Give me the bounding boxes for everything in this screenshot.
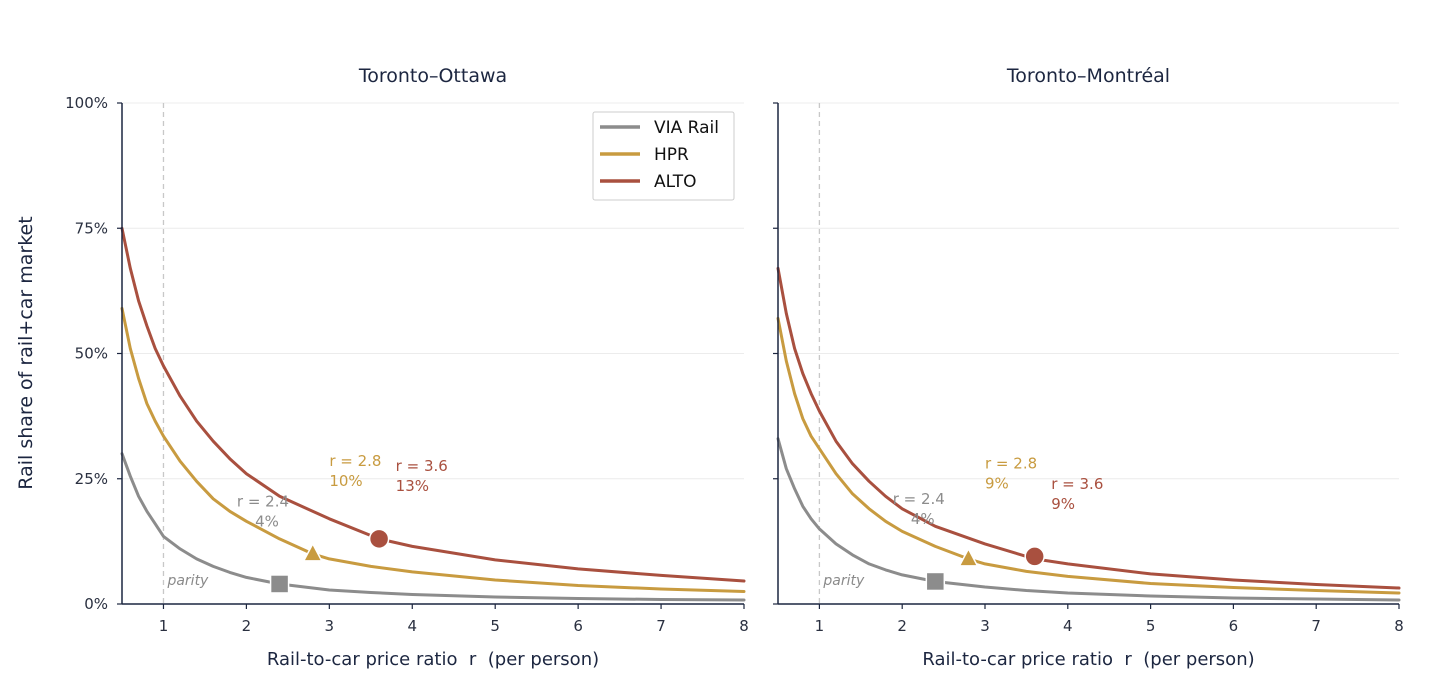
parity-label: parity: [822, 573, 865, 589]
x-axis-label: Rail-to-car price ratio r (per person): [922, 649, 1254, 670]
series-line-alto: [120, 226, 746, 583]
annotation-share-alto: 9%: [1051, 495, 1075, 513]
x-tick-label: 6: [1229, 617, 1239, 635]
marker-via: [925, 571, 946, 592]
x-tick-label: 1: [159, 617, 169, 635]
x-tick-label: 3: [980, 617, 990, 635]
x-axis-label: Rail-to-car price ratio r (per person): [267, 649, 599, 670]
series-line-hpr: [120, 306, 746, 593]
annotation-share-alto: 13%: [396, 477, 429, 495]
x-tick-label: 8: [1394, 617, 1404, 635]
legend: VIA Rail HPR ALTO: [592, 111, 735, 201]
annotation-r-alto: r = 3.6: [396, 457, 448, 475]
marker-via: [269, 574, 290, 594]
x-tick-label: 6: [573, 617, 583, 635]
y-tick-label: 50%: [75, 345, 108, 363]
y-tick-label: 100%: [65, 94, 108, 112]
annotation-share-via: 4%: [911, 510, 935, 528]
annotation-r-alto: r = 3.6: [1051, 475, 1103, 493]
legend-box: [592, 111, 735, 201]
x-tick-label: 2: [242, 617, 252, 635]
x-tick-label: 2: [897, 617, 907, 635]
series-line-alto: [776, 266, 1401, 590]
panel-title: Toronto–Ottawa: [358, 65, 507, 87]
x-tick-label: 1: [815, 617, 825, 635]
x-tick-label: 8: [739, 617, 749, 635]
legend-label-via: VIA Rail: [654, 118, 719, 138]
legend-label-hpr: HPR: [654, 145, 689, 165]
panel-2: parity Toronto–Montréal Rail-to-car price …: [773, 65, 1404, 670]
annotation-share-via: 4%: [255, 512, 279, 530]
annotation-r-hpr: r = 2.8: [329, 452, 381, 470]
legend-label-alto: ALTO: [654, 172, 697, 192]
marker-hpr: [958, 547, 979, 567]
marker-hpr: [302, 542, 323, 562]
series-line-via: [120, 452, 746, 602]
annotation-r-via: r = 2.4: [893, 490, 945, 508]
panel-1: parity Toronto–Ottawa Rail-to-car price ra…: [65, 65, 749, 670]
series-line-via: [776, 437, 1401, 602]
x-tick-label: 7: [656, 617, 666, 635]
x-tick-label: 4: [407, 617, 417, 635]
series-line-hpr: [776, 316, 1401, 595]
x-tick-label: 4: [1063, 617, 1073, 635]
parity-label: parity: [166, 573, 209, 589]
x-tick-label: 3: [325, 617, 335, 635]
y-tick-label: 75%: [75, 219, 108, 237]
x-tick-label: 5: [1146, 617, 1156, 635]
annotation-r-hpr: r = 2.8: [985, 455, 1037, 473]
panel-title: Toronto–Montréal: [1006, 65, 1170, 87]
annotation-share-hpr: 10%: [329, 472, 362, 490]
annotation-r-via: r = 2.4: [237, 492, 289, 510]
x-tick-label: 7: [1311, 617, 1321, 635]
y-tick-label: 25%: [75, 470, 108, 488]
y-tick-label: 0%: [84, 595, 108, 613]
annotation-share-hpr: 9%: [985, 475, 1009, 493]
y-axis-label: Rail share of rail+car market: [15, 216, 37, 489]
marker-alto: [1024, 546, 1045, 567]
x-tick-label: 5: [490, 617, 500, 635]
marker-alto: [368, 528, 390, 550]
